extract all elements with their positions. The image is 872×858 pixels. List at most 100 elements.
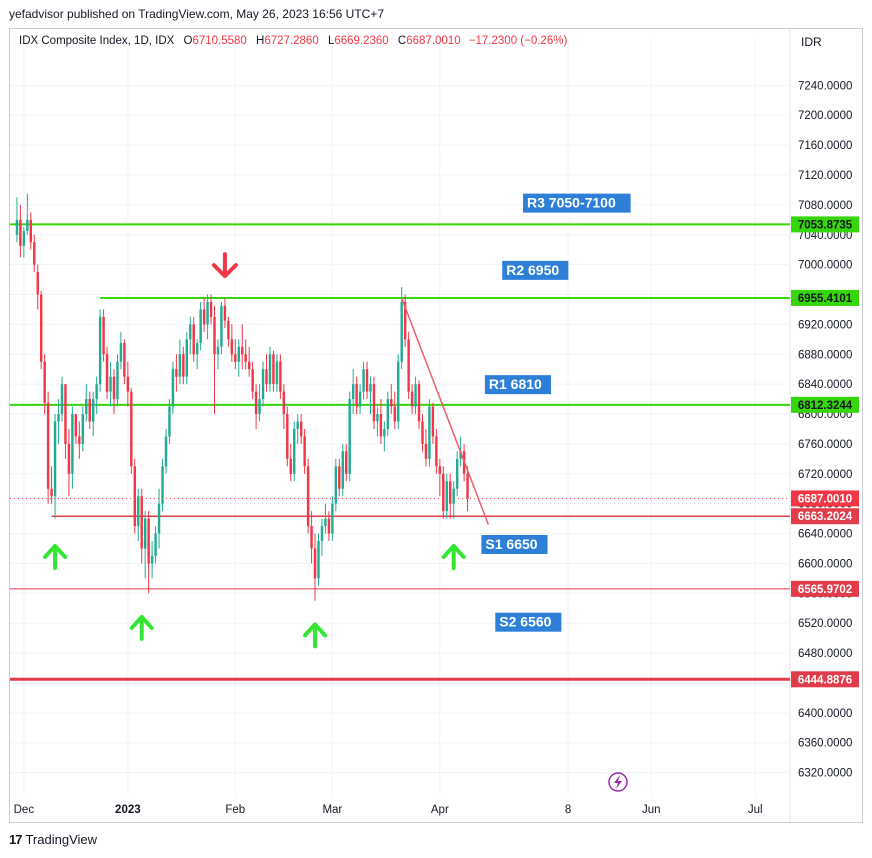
- candle: [438, 458, 442, 497]
- publisher-line: yefadvisor published on TradingView.com,…: [9, 7, 384, 21]
- candle: [15, 197, 19, 243]
- candle: [192, 316, 195, 362]
- candle-body: [43, 361, 46, 403]
- footer[interactable]: 17 TradingView: [9, 832, 97, 847]
- candle: [234, 339, 237, 370]
- candle-body: [119, 343, 123, 362]
- chart-frame: [9, 28, 863, 823]
- price-tag-s1: 6663.2024: [791, 508, 859, 525]
- candle: [182, 346, 185, 385]
- candle-body: [338, 466, 341, 489]
- candle: [289, 443, 292, 482]
- zone-label: S1 6650: [481, 535, 548, 555]
- candle: [400, 287, 403, 370]
- candle-body: [241, 346, 244, 355]
- y-tick-label: 7000.0000: [798, 260, 852, 272]
- y-tick-label: 7120.0000: [798, 170, 852, 182]
- zone-label: R3 7050-7100: [523, 193, 631, 213]
- candle: [397, 354, 400, 429]
- x-tick-label: 8: [565, 804, 571, 816]
- price-tag-bg: [791, 289, 859, 306]
- candle: [435, 428, 438, 474]
- candle-body: [421, 421, 424, 444]
- candle: [140, 488, 143, 564]
- candle-body: [251, 369, 254, 392]
- candle-body: [393, 406, 396, 422]
- candle-body: [60, 384, 64, 415]
- candle: [306, 458, 310, 534]
- candle: [320, 518, 324, 556]
- candle-body: [466, 473, 469, 499]
- candle-body: [78, 436, 81, 444]
- high-label: H: [256, 35, 265, 47]
- candle-body: [26, 219, 29, 232]
- down-arrow-icon: [211, 252, 238, 279]
- candle: [293, 421, 296, 482]
- x-tick-label: Jun: [642, 804, 661, 816]
- candle-body: [403, 301, 407, 340]
- candle: [286, 406, 289, 467]
- candle: [466, 466, 469, 512]
- candle: [303, 428, 306, 474]
- candle: [130, 387, 133, 474]
- candle: [33, 234, 36, 273]
- candle: [376, 406, 379, 437]
- candle-body: [150, 555, 154, 564]
- candle: [455, 451, 459, 497]
- candle-body: [386, 399, 390, 429]
- candle-body: [209, 301, 213, 317]
- candle: [71, 406, 74, 489]
- candle-body: [383, 428, 386, 437]
- y-tick-label: 7160.0000: [798, 140, 852, 152]
- candle: [168, 399, 171, 444]
- candle-body: [365, 369, 369, 392]
- candle: [119, 331, 123, 370]
- candle: [358, 384, 362, 415]
- y-tick-label: 7080.0000: [798, 200, 852, 212]
- candle: [452, 481, 455, 519]
- candle: [237, 339, 240, 377]
- candle-body: [449, 481, 452, 504]
- candle: [95, 376, 98, 415]
- candle-body: [331, 503, 334, 534]
- candle: [175, 354, 178, 392]
- candle-body: [320, 526, 324, 542]
- zone-label-text: R3 7050-7100: [527, 195, 616, 211]
- candle: [254, 384, 258, 429]
- candle-body: [334, 466, 338, 504]
- candle-body: [313, 548, 317, 579]
- candle-body: [397, 361, 400, 422]
- candle-body: [161, 466, 164, 504]
- candle-body: [175, 369, 178, 377]
- candle-body: [98, 316, 102, 385]
- candle-body: [261, 369, 265, 400]
- candle: [244, 339, 247, 370]
- candle: [195, 339, 199, 370]
- candle: [369, 376, 372, 415]
- candle: [171, 361, 175, 415]
- candle-body: [109, 376, 112, 392]
- candle: [428, 399, 431, 467]
- candle: [223, 298, 227, 329]
- zone-label-text: R1 6810: [489, 376, 542, 392]
- candle-body: [355, 384, 358, 407]
- candle-body: [112, 376, 116, 400]
- candle: [341, 443, 344, 497]
- candle-body: [438, 466, 442, 474]
- candle: [327, 511, 331, 542]
- zone-label: R1 6810: [484, 375, 551, 395]
- candle: [126, 361, 130, 407]
- up-arrow-icon: [303, 622, 328, 649]
- candle-body: [102, 316, 105, 355]
- x-tick-label: Dec: [14, 804, 35, 816]
- candle-body: [435, 436, 438, 467]
- candle-body: [414, 384, 417, 407]
- candle: [258, 384, 261, 422]
- price-tag-bg: [791, 216, 859, 233]
- candle-body: [459, 451, 462, 459]
- y-tick-label: 6920.0000: [798, 319, 852, 331]
- candle-body: [123, 343, 126, 377]
- candle-body: [216, 346, 220, 355]
- candle-body: [445, 481, 448, 512]
